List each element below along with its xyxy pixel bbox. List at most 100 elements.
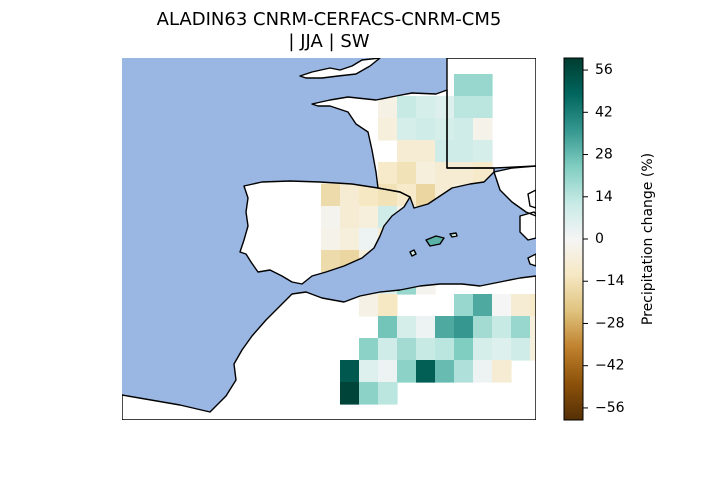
precip-cell xyxy=(416,338,436,361)
precip-cell xyxy=(473,118,493,141)
coastline-north-europe xyxy=(446,58,536,169)
precip-cell xyxy=(435,360,455,383)
precip-cell xyxy=(359,206,379,229)
precip-cell xyxy=(416,162,436,185)
map-title-line-2: | JJA | SW xyxy=(288,31,370,52)
colorbar-tick-label: 0 xyxy=(595,231,604,247)
precip-cell xyxy=(454,294,474,317)
precip-cell xyxy=(473,74,493,97)
precip-cell xyxy=(454,74,474,97)
colorbar-ticks: −56 −42 −28 −14 0 14 28 42 56 xyxy=(583,62,625,416)
precip-cell xyxy=(416,140,436,163)
precip-cell xyxy=(492,360,512,383)
map-title: ALADIN63 CNRM-CERFACS-CNRM-CM5 | JJA | S… xyxy=(122,9,536,53)
precip-cell xyxy=(530,338,536,361)
precip-cell xyxy=(397,338,417,361)
precip-cell xyxy=(454,338,474,361)
coastline-britain xyxy=(299,58,381,79)
precip-cell xyxy=(378,96,398,119)
precip-cell xyxy=(378,316,398,339)
colorbar-tick-label: −42 xyxy=(595,358,625,374)
coastline-corsica xyxy=(527,189,536,209)
coastline-italy xyxy=(493,165,536,217)
precip-cell xyxy=(378,360,398,383)
land-italy xyxy=(494,166,536,216)
precip-cell xyxy=(321,250,341,273)
colorbar-gradient xyxy=(563,57,584,421)
precip-cell xyxy=(340,360,360,383)
coastline-ibiza xyxy=(409,249,417,257)
precip-cell xyxy=(321,184,341,207)
coastline-sicily xyxy=(527,253,536,267)
precip-cell xyxy=(511,294,531,317)
precip-cell xyxy=(435,140,455,163)
precip-cell xyxy=(473,294,493,317)
precip-cell xyxy=(492,294,512,317)
precip-cell xyxy=(340,184,360,207)
colorbar-tick-label: −28 xyxy=(595,315,625,331)
precip-cell xyxy=(435,338,455,361)
coastline-sardinia xyxy=(519,211,536,241)
precip-cell xyxy=(378,118,398,141)
precip-cell xyxy=(530,316,536,339)
colorbar-tick-label: 42 xyxy=(595,104,613,120)
precip-cell xyxy=(511,316,531,339)
colorbar-tick-label: 28 xyxy=(595,147,613,163)
coastline-iberia xyxy=(239,180,411,285)
colorbar-tick-label: 56 xyxy=(595,62,613,78)
precip-cell xyxy=(378,294,398,317)
precip-cell xyxy=(397,96,417,119)
precip-cell xyxy=(454,118,474,141)
precip-cell xyxy=(530,294,536,317)
precip-cell xyxy=(454,316,474,339)
precip-cell xyxy=(473,316,493,339)
map-title-line-1: ALADIN63 CNRM-CERFACS-CNRM-CM5 xyxy=(156,9,502,30)
precip-cell xyxy=(321,228,341,251)
precip-cell xyxy=(397,162,417,185)
colorbar-tick-label: −14 xyxy=(595,273,625,289)
precip-cell xyxy=(359,338,379,361)
precip-cell xyxy=(397,360,417,383)
precip-cell xyxy=(492,316,512,339)
precip-cell xyxy=(340,382,360,405)
precip-cell xyxy=(378,184,398,207)
precip-cell xyxy=(378,162,398,185)
precip-cell xyxy=(397,140,417,163)
precip-cell xyxy=(340,228,360,251)
precip-cell xyxy=(454,96,474,119)
precip-cell xyxy=(416,316,436,339)
precip-cell xyxy=(492,338,512,361)
precip-cell xyxy=(321,206,341,229)
precip-cell xyxy=(511,338,531,361)
coastline-france xyxy=(311,89,495,209)
coastline-menorca xyxy=(449,232,458,238)
precip-cell xyxy=(473,96,493,119)
precip-cell xyxy=(473,338,493,361)
precip-cell xyxy=(435,96,455,119)
colorbar-tick-label: −56 xyxy=(595,400,625,416)
land-sardinia xyxy=(520,212,536,240)
precip-cell xyxy=(454,140,474,163)
precip-cell xyxy=(416,360,436,383)
colorbar-label: Precipitation change (%) xyxy=(640,153,656,325)
precip-cell xyxy=(359,360,379,383)
precip-cell xyxy=(340,206,360,229)
coastline-africa xyxy=(122,275,536,420)
precip-cell xyxy=(397,316,417,339)
land-africa xyxy=(122,276,536,420)
precip-cell xyxy=(397,118,417,141)
precip-cell xyxy=(416,184,436,207)
precip-cell xyxy=(454,360,474,383)
precip-cell xyxy=(416,118,436,141)
precip-cell xyxy=(378,338,398,361)
precip-cell xyxy=(416,96,436,119)
land-britain xyxy=(300,58,380,78)
precip-cell xyxy=(473,140,493,163)
coastline-mallorca xyxy=(425,235,445,247)
precip-cell xyxy=(359,382,379,405)
precip-cell xyxy=(378,382,398,405)
precip-cell xyxy=(435,118,455,141)
precip-cell xyxy=(473,360,493,383)
